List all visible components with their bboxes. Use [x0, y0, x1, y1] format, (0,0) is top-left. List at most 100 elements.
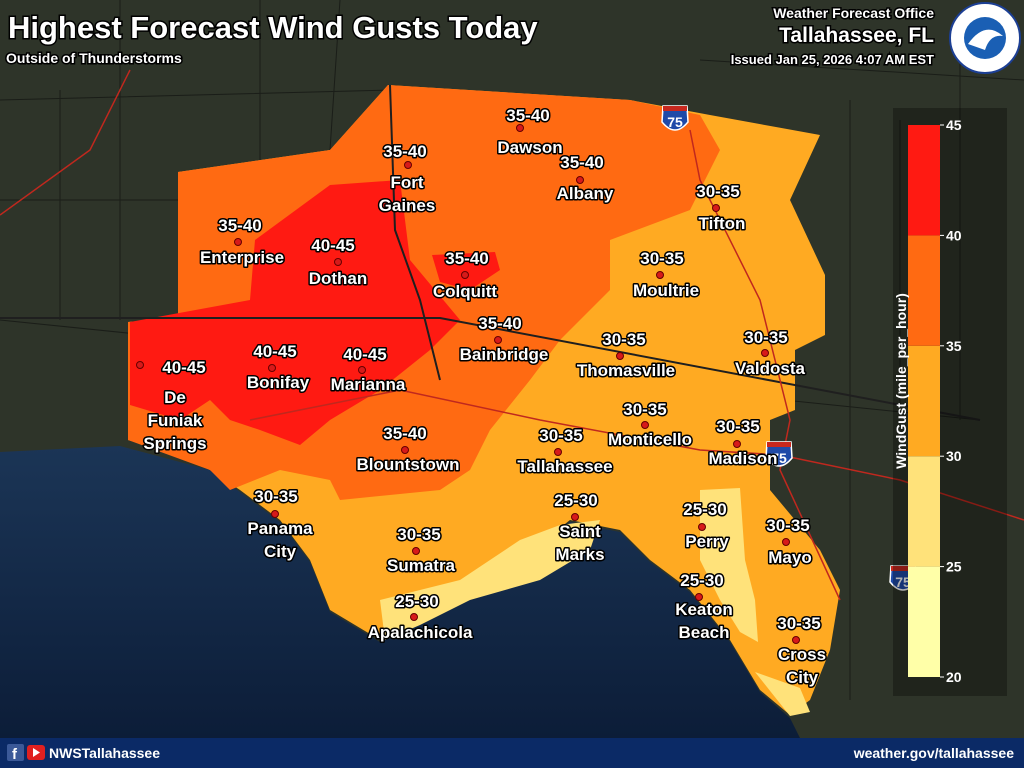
city: 30-35 Mayo: [765, 515, 813, 569]
location: Tallahassee, FL: [779, 24, 934, 47]
city-dot: [358, 366, 366, 374]
city-range: 25-30: [395, 592, 438, 611]
shield-top: [767, 442, 791, 447]
legend-tick-label: 25: [946, 559, 962, 575]
city-name: Beach: [678, 623, 729, 642]
city-range: 25-30: [554, 491, 597, 510]
city: 40-45 Bonifay: [245, 341, 311, 394]
city: 25-30 Apalachicola: [366, 591, 474, 644]
area-25-30: [755, 672, 810, 716]
city: 35-40 Fort Gaines: [377, 141, 437, 217]
city-dot: [412, 547, 420, 555]
city-dot: [334, 258, 342, 266]
city-dot: [616, 352, 624, 360]
city-dot: [571, 513, 579, 521]
city-range: 35-40: [218, 216, 261, 235]
city-name: City: [264, 542, 297, 561]
state-lines: [0, 84, 981, 421]
area-40-45: [130, 180, 460, 445]
city-dot: [404, 161, 412, 169]
city-name: Tallahassee: [517, 457, 612, 476]
city: 30-35 Moultrie: [631, 248, 700, 302]
city-name: Valdosta: [735, 359, 805, 378]
city-dot: [494, 336, 502, 344]
area-25-30: [700, 488, 758, 642]
city-name: Apalachicola: [368, 623, 473, 642]
city-range: 35-40: [506, 106, 549, 125]
city-name: Mayo: [768, 548, 811, 567]
city-range: 30-35: [696, 182, 739, 201]
legend-band: [908, 456, 940, 567]
city-name: Cross: [778, 645, 826, 664]
city-range: 25-30: [680, 571, 723, 590]
city: 40-45 Dothan: [307, 235, 369, 290]
city-dot: [656, 271, 664, 279]
city-name: Albany: [557, 184, 614, 203]
shield-number: 75: [895, 574, 911, 590]
city-dot: [401, 446, 409, 454]
city: 35-40 Blountstown: [355, 423, 461, 476]
city-range: 30-35: [640, 249, 683, 268]
city-name: Perry: [685, 532, 729, 551]
city: 35-40 Bainbridge: [458, 313, 550, 366]
title: Highest Forecast Wind Gusts Today: [8, 10, 538, 45]
legend-tick-label: 20: [946, 669, 962, 685]
city: 35-40 Enterprise: [198, 215, 285, 269]
footer-handle[interactable]: NWSTallahassee: [49, 745, 160, 761]
shield-top: [891, 566, 915, 571]
city: 30-35 Cross City: [776, 613, 828, 689]
legend-tick-label: 35: [946, 338, 962, 354]
city-range: 30-35: [539, 426, 582, 445]
city: 30-35 Tallahassee: [516, 425, 614, 478]
city: 35-40 Dawson: [496, 105, 564, 159]
city-name: Madison: [709, 449, 778, 468]
city-range: 40-45: [311, 236, 354, 255]
city-name: Bainbridge: [460, 345, 549, 364]
city: 30-35 Tifton: [695, 181, 747, 235]
legend-band: [908, 235, 940, 346]
shield: [661, 105, 689, 131]
city-dot: [234, 238, 242, 246]
city-name: Gaines: [379, 196, 436, 215]
city-dot: [268, 364, 276, 372]
area-40-45: [432, 252, 500, 290]
city-range: 30-35: [716, 417, 759, 436]
city-name: Saint: [559, 522, 601, 541]
facebook-icon: f: [12, 746, 18, 763]
city-range: 35-40: [478, 314, 521, 333]
city-range: 35-40: [560, 153, 603, 172]
city-range: 30-35: [744, 328, 787, 347]
city-dot: [576, 176, 584, 184]
social-icons[interactable]: f: [7, 744, 45, 763]
city-range: 25-30: [683, 500, 726, 519]
legend-tick-label: 40: [946, 227, 962, 243]
city: 30-35 Panama City: [246, 486, 315, 563]
city-name: Moultrie: [633, 281, 699, 300]
city-name: Tifton: [699, 214, 746, 233]
city-dot: [695, 593, 703, 601]
city-range: 30-35: [397, 525, 440, 544]
city-range: 30-35: [777, 614, 820, 633]
interstates: [0, 69, 1024, 601]
city-dot: [410, 613, 418, 621]
shield-top: [663, 106, 687, 111]
city-name: Keaton: [675, 600, 733, 619]
footer-url[interactable]: weather.gov/tallahassee: [853, 745, 1015, 761]
city-range: 40-45: [343, 345, 386, 364]
footer-bar: [0, 738, 1024, 768]
shield-number: 75: [771, 450, 787, 466]
city-name: Panama: [247, 519, 313, 538]
gulf: [0, 446, 800, 738]
city-name: Monticello: [608, 430, 692, 449]
city-range: 35-40: [445, 249, 488, 268]
city: 25-30 Perry: [682, 499, 731, 553]
city: 30-35 Thomasville: [575, 329, 676, 382]
shield-number: 75: [667, 114, 683, 130]
city-range: 30-35: [602, 330, 645, 349]
city: 40-45 De Funiak Springs: [136, 357, 208, 455]
city-name: Blountstown: [357, 455, 460, 474]
city-dot: [761, 349, 769, 357]
city-name: Marks: [555, 545, 604, 564]
